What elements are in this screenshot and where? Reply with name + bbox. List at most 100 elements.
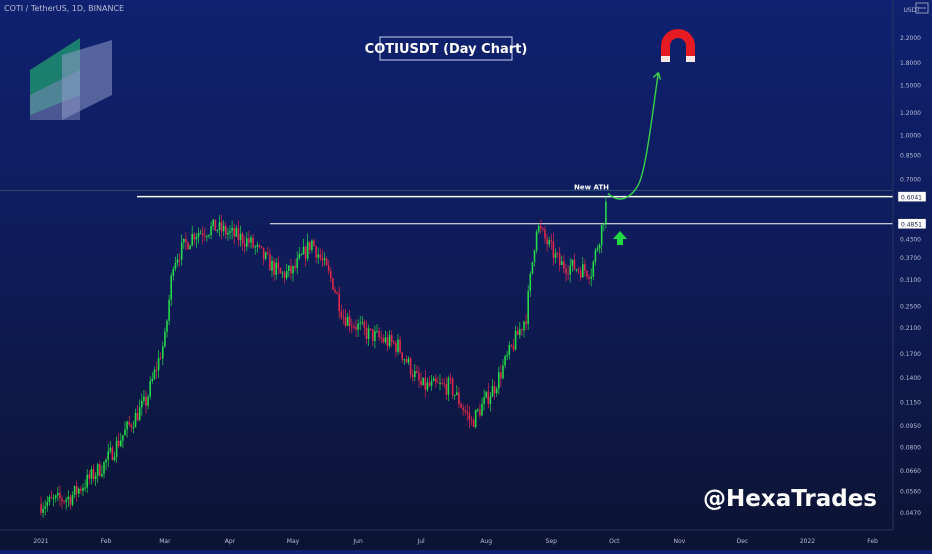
- candle-body: [254, 246, 256, 248]
- candle-body: [527, 290, 529, 325]
- candle-body: [80, 488, 82, 491]
- candle-body: [437, 382, 439, 384]
- candle-body: [575, 269, 578, 271]
- candle-body: [292, 266, 294, 274]
- candle-body: [204, 235, 206, 237]
- candle-body: [235, 228, 238, 237]
- candle-body: [239, 233, 242, 240]
- candle-body: [426, 382, 429, 390]
- y-tick-label: 1.5000: [900, 82, 921, 89]
- candle-body: [302, 246, 305, 255]
- candle-body: [489, 396, 492, 405]
- x-tick-label: Feb: [101, 538, 112, 545]
- arrow-up-icon: [613, 231, 627, 245]
- candle-body: [218, 222, 221, 230]
- y-tick-label: 0.1400: [900, 375, 921, 382]
- candle-body: [159, 357, 162, 359]
- candle-body: [428, 382, 431, 386]
- candle-body: [573, 259, 576, 270]
- candle-body: [185, 238, 187, 243]
- y-tick-label: 0.4300: [900, 237, 921, 244]
- symbol-info: COTI / TetherUS, 1D, BINANCE: [4, 4, 124, 13]
- y-tick-label: 2.2000: [900, 35, 921, 42]
- candle-body: [405, 359, 408, 363]
- candle-body: [50, 496, 53, 499]
- candle-body: [340, 311, 343, 318]
- candle-body: [594, 250, 597, 262]
- candle-body: [84, 487, 86, 489]
- y-tick-label: 0.0800: [900, 444, 921, 451]
- candle-body: [166, 320, 168, 332]
- candle-body: [399, 339, 401, 353]
- candle-body: [359, 322, 361, 324]
- projection-arrowhead: [652, 72, 662, 80]
- candle-body: [403, 359, 406, 361]
- candle-body: [422, 377, 424, 385]
- projection-curve: [607, 72, 660, 200]
- candle-body: [369, 328, 372, 330]
- candle-body: [206, 236, 208, 238]
- candle-body: [103, 462, 105, 474]
- y-tick-label: 0.1700: [900, 351, 921, 358]
- x-tick-label: 2022: [800, 538, 815, 545]
- candle-body: [453, 394, 456, 396]
- candle-body: [319, 254, 322, 258]
- x-tick-label: Mar: [159, 538, 171, 545]
- candle-body: [117, 440, 120, 447]
- candle-body: [227, 232, 229, 235]
- candle-body: [296, 258, 298, 268]
- candle-body: [365, 327, 368, 339]
- y-tick-label: 0.0560: [900, 488, 921, 495]
- candle-body: [309, 241, 311, 251]
- candle-body: [351, 326, 353, 328]
- candle-body: [294, 266, 296, 268]
- candle-body: [237, 228, 240, 240]
- candle-body: [565, 268, 567, 274]
- x-tick-label: May: [287, 538, 300, 545]
- candle-body: [172, 268, 175, 276]
- candle-body: [96, 464, 99, 476]
- candle-body: [229, 230, 231, 233]
- candle-body: [582, 264, 584, 278]
- candle-body: [187, 242, 189, 250]
- candle-body: [577, 269, 580, 271]
- candle-body: [338, 293, 340, 312]
- candle-body: [537, 225, 540, 232]
- candle-body: [472, 419, 475, 427]
- candle-body: [157, 357, 160, 371]
- candle-body: [477, 409, 479, 411]
- candle-body: [468, 413, 471, 420]
- candle-body: [529, 273, 532, 291]
- time-axis[interactable]: 2021 Feb Mar Apr May Jun Jul Aug Sep Oct Nov Dec 202…: [33, 538, 878, 545]
- candle-body: [550, 240, 553, 242]
- candle-body: [109, 447, 112, 452]
- candle-body: [361, 321, 364, 323]
- candle-body: [63, 501, 65, 503]
- candle-body: [554, 253, 557, 258]
- candle-body: [126, 421, 128, 430]
- candle-body: [279, 268, 282, 274]
- candle-body: [395, 343, 397, 352]
- candle-body: [75, 486, 78, 494]
- candle-body: [451, 378, 454, 396]
- candle-body: [443, 383, 445, 385]
- candle-body: [212, 219, 214, 227]
- candle-body: [542, 228, 544, 230]
- x-tick-label: Sep: [546, 538, 558, 545]
- brand-logo: [30, 38, 112, 120]
- candle-body: [313, 240, 315, 247]
- candle-body: [304, 246, 307, 259]
- chart-title-box: COTIUSDT (Day Chart): [365, 36, 527, 61]
- price-tag-bg: [897, 218, 927, 229]
- y-tick-label: 0.0660: [900, 468, 921, 475]
- candle-body: [57, 492, 59, 496]
- candle-body: [579, 270, 582, 278]
- candle-body: [355, 326, 357, 330]
- watermark: @HexaTrades: [703, 486, 877, 512]
- magnet-icon: [661, 29, 695, 62]
- settings-icon[interactable]: [915, 2, 929, 14]
- candle-body: [162, 346, 164, 359]
- price-axis[interactable]: 2.2000 1.8000 1.5000 1.2000 1.0000 0.8500 0.70…: [897, 35, 927, 517]
